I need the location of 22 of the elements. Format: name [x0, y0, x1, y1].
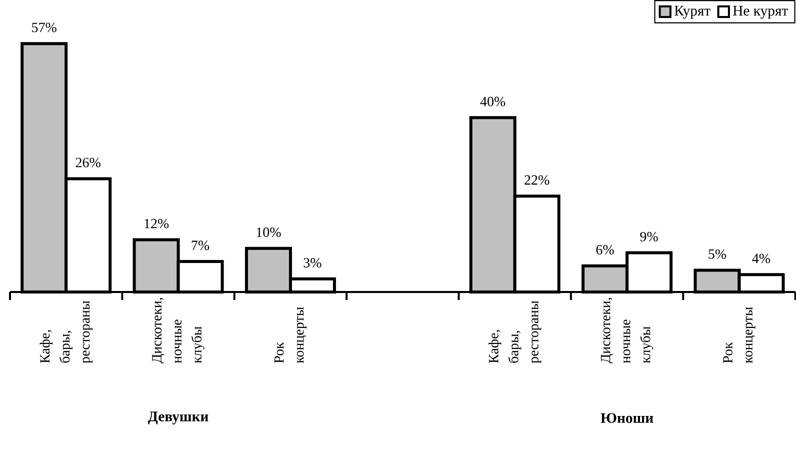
x-tick-label: Кафе, бары, рестораны — [488, 300, 542, 364]
legend-label: Не курят — [733, 6, 788, 19]
x-tick-label: Дискотеки, ночные клубы — [152, 298, 204, 364]
x-tick-label: Дискотеки, ночные клубы — [600, 298, 654, 364]
text: Девушки — [148, 412, 208, 424]
data-label: 9% — [640, 232, 658, 242]
x-tick-label: Рок концерты — [723, 307, 756, 364]
legend-label: Курят — [674, 6, 710, 19]
x-tick-label: Рок концерты — [274, 307, 307, 364]
data-label: 7% — [192, 240, 210, 250]
text: Юноши — [600, 413, 654, 423]
data-label: 40% — [480, 96, 506, 106]
data-label: 12% — [144, 218, 169, 228]
data-label: 22% — [524, 175, 550, 185]
data-label: 6% — [596, 244, 614, 254]
data-label: 4% — [752, 254, 770, 264]
data-label: 57% — [32, 22, 56, 32]
x-tick-label: Кафе, бары, рестораны — [40, 300, 92, 364]
data-label: 10% — [256, 228, 281, 238]
data-label: 26% — [76, 158, 100, 168]
data-label: 3% — [304, 258, 322, 268]
data-label: 5% — [708, 249, 726, 259]
